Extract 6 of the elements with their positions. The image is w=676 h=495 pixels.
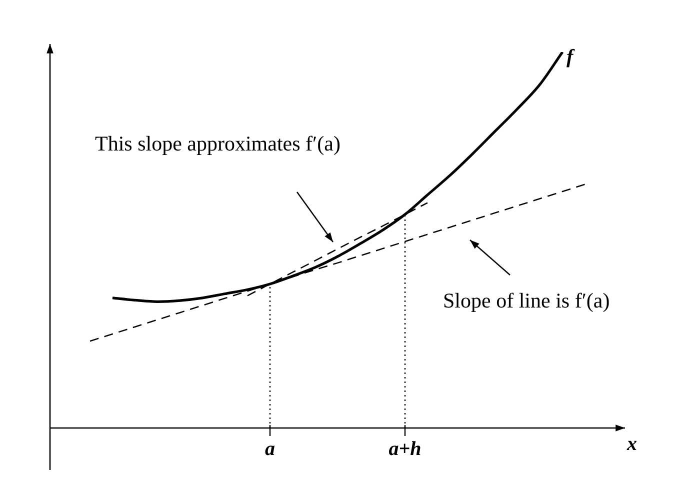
x-tick-label: a [265, 438, 275, 460]
x-axis-title: x [626, 433, 637, 456]
x-tick-label: a+h [388, 438, 422, 460]
annotation: Slope of line is f′(a) [443, 288, 610, 313]
annotation: This slope approximates f′(a) [95, 132, 340, 156]
series-label: f [566, 46, 576, 68]
